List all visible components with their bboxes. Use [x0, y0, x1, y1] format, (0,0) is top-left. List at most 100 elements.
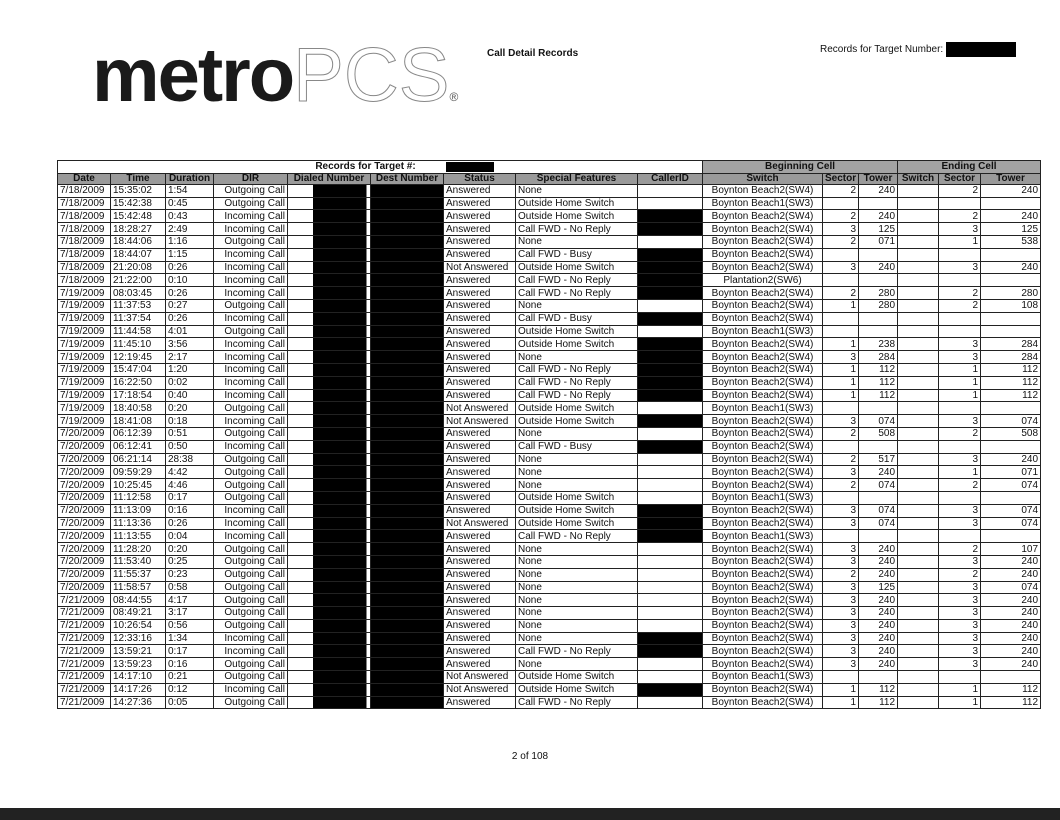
tower-cell: 112 [858, 682, 899, 697]
end-sector-cell: 3 [938, 503, 982, 518]
end-tower-cell [980, 490, 1042, 505]
callerid-cell [637, 260, 704, 275]
end-switch-cell [897, 452, 940, 467]
document-title: Call Detail Records [487, 48, 579, 59]
redacted-dest-number [369, 542, 445, 556]
tower-cell: 125 [858, 222, 899, 236]
end-sector-cell: 3 [938, 452, 982, 467]
redacted-dialed-number [287, 247, 371, 262]
redacted-dest-number [369, 196, 445, 211]
end-switch-cell [897, 209, 940, 224]
time-cell: 15:47:04 [110, 362, 166, 377]
dir-cell: Incoming Call [213, 337, 288, 352]
special-features-cell: Call FWD - No Reply [515, 375, 639, 390]
callerid-cell [637, 465, 704, 480]
dir-cell: Outgoing Call [213, 580, 288, 595]
redacted-dest-number [369, 375, 445, 390]
redacted-dest-number [369, 644, 445, 659]
status-cell: Answered [443, 542, 517, 556]
time-cell: 11:53:40 [110, 554, 166, 569]
redacted-dest-number [369, 388, 445, 403]
duration-cell: 4:01 [165, 324, 214, 339]
sector-cell [822, 529, 860, 544]
dir-cell: Outgoing Call [213, 324, 288, 339]
end-sector-cell: 3 [938, 631, 982, 646]
dir-cell: Incoming Call [213, 682, 288, 697]
table-row: 7/18/2009 18:28:27 2:49 Incoming Call Answer… [57, 222, 1042, 236]
date-cell: 7/21/2009 [57, 631, 111, 646]
callerid-cell [637, 311, 704, 326]
end-switch-cell [897, 695, 940, 710]
table-row: 7/20/2009 06:12:39 0:51 Outgoing Call Answer… [57, 426, 1042, 441]
end-switch-cell [897, 439, 940, 454]
duration-cell: 0:21 [165, 670, 214, 684]
redacted-dialed-number [287, 337, 371, 352]
target-number-label: Records for Target Number: [820, 42, 1017, 57]
switch-cell: Boynton Beach2(SW4) [702, 375, 824, 390]
duration-cell: 0:51 [165, 426, 214, 441]
end-sector-cell [938, 247, 982, 262]
status-cell: Answered [443, 529, 517, 544]
end-tower-cell: 074 [980, 516, 1042, 531]
status-cell: Not Answered [443, 401, 517, 416]
redacted-dialed-number [287, 183, 371, 198]
tower-cell: 238 [858, 337, 899, 352]
duration-cell: 0:20 [165, 401, 214, 416]
sector-cell: 3 [822, 644, 860, 659]
sector-cell: 1 [822, 388, 860, 403]
status-cell: Answered [443, 273, 517, 288]
date-cell: 7/18/2009 [57, 209, 111, 224]
end-sector-cell [938, 196, 982, 211]
tower-cell [858, 324, 899, 339]
end-sector-cell: 1 [938, 388, 982, 403]
table-row: 7/19/2009 18:40:58 0:20 Outgoing Call Not An… [57, 401, 1042, 416]
end-sector-cell [938, 670, 982, 684]
callerid-cell [637, 606, 704, 620]
table-row: 7/18/2009 21:22:00 0:10 Incoming Call Answer… [57, 273, 1042, 288]
dir-cell: Incoming Call [213, 222, 288, 236]
callerid-cell [637, 298, 704, 313]
end-tower-cell [980, 529, 1042, 544]
end-sector-cell [938, 311, 982, 326]
dir-cell: Outgoing Call [213, 542, 288, 556]
status-cell: Answered [443, 439, 517, 454]
end-sector-cell: 3 [938, 554, 982, 569]
date-cell: 7/21/2009 [57, 606, 111, 620]
status-cell: Answered [443, 426, 517, 441]
special-features-cell: Call FWD - No Reply [515, 362, 639, 377]
status-cell: Answered [443, 311, 517, 326]
status-cell: Answered [443, 362, 517, 377]
end-switch-cell [897, 554, 940, 569]
redacted-dest-number [369, 311, 445, 326]
callerid-cell [637, 452, 704, 467]
end-sector-cell: 2 [938, 286, 982, 300]
column-header: Duration [165, 172, 214, 185]
status-cell: Answered [443, 222, 517, 236]
time-cell: 18:40:58 [110, 401, 166, 416]
sector-cell: 2 [822, 209, 860, 224]
tower-cell: 280 [858, 286, 899, 300]
dir-cell: Outgoing Call [213, 478, 288, 492]
end-sector-cell: 2 [938, 209, 982, 224]
end-tower-cell: 112 [980, 388, 1042, 403]
redacted-dialed-number [287, 657, 371, 672]
callerid-cell [637, 375, 704, 390]
redacted-dialed-number [287, 465, 371, 480]
redacted-dialed-number [287, 414, 371, 428]
redacted-dest-number [369, 234, 445, 249]
date-cell: 7/20/2009 [57, 452, 111, 467]
tower-cell [858, 273, 899, 288]
redacted-dialed-number [287, 439, 371, 454]
end-tower-cell [980, 196, 1042, 211]
redacted-dialed-number [287, 618, 371, 633]
time-cell: 12:19:45 [110, 350, 166, 364]
column-header: CallerID [637, 172, 704, 185]
end-sector-cell: 1 [938, 362, 982, 377]
end-sector-cell [938, 273, 982, 288]
status-cell: Answered [443, 618, 517, 633]
end-sector-cell: 1 [938, 375, 982, 390]
end-switch-cell [897, 503, 940, 518]
date-cell: 7/18/2009 [57, 260, 111, 275]
dir-cell: Incoming Call [213, 247, 288, 262]
switch-cell: Boynton Beach2(SW4) [702, 426, 824, 441]
